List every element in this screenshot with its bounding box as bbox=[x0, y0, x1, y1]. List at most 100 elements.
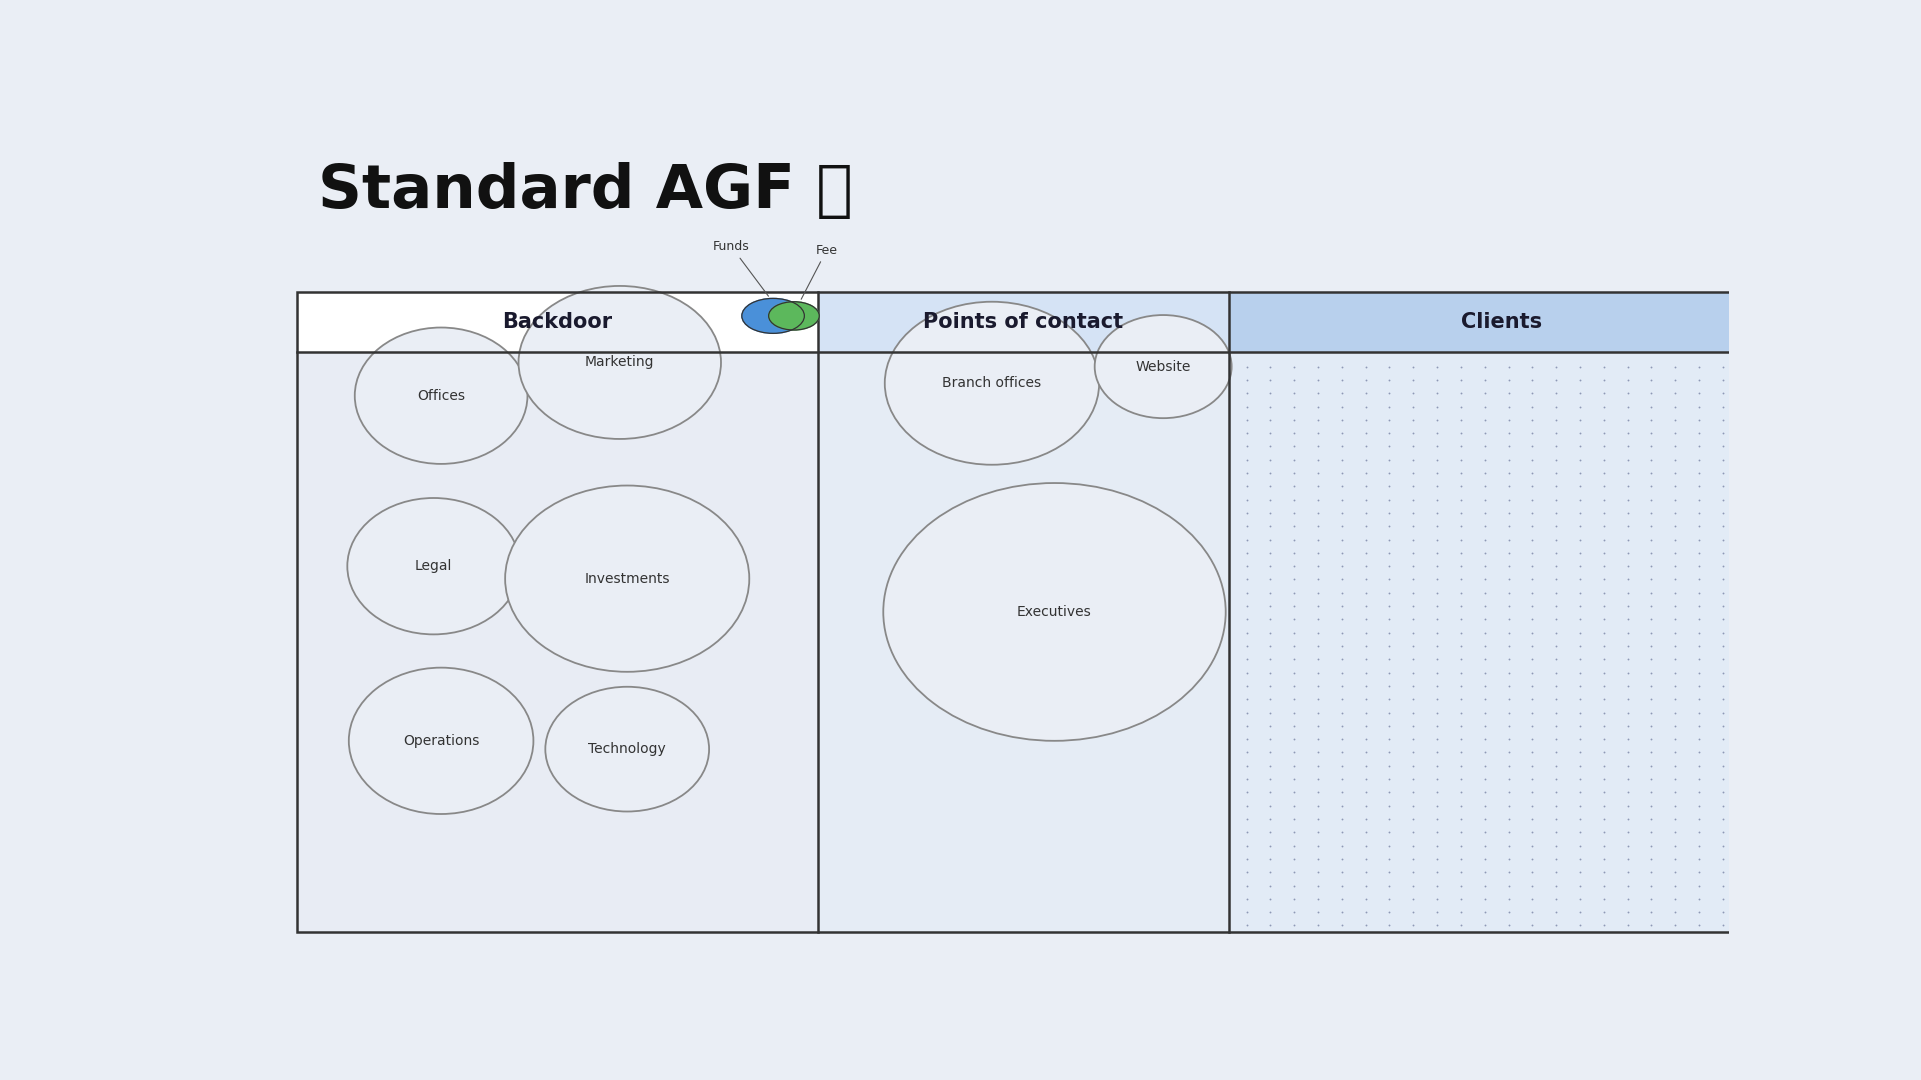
Point bbox=[1327, 757, 1358, 774]
Point bbox=[1327, 504, 1358, 522]
Point bbox=[1660, 464, 1690, 482]
Point bbox=[1708, 717, 1739, 734]
Point bbox=[1279, 384, 1310, 402]
Point bbox=[1254, 664, 1285, 681]
Point bbox=[1660, 890, 1690, 907]
Point bbox=[1231, 557, 1262, 575]
Point bbox=[1518, 877, 1548, 894]
Point bbox=[1731, 411, 1762, 429]
Point bbox=[1685, 611, 1715, 629]
Point bbox=[1731, 744, 1762, 761]
Point bbox=[1541, 397, 1571, 415]
Point bbox=[1541, 770, 1571, 787]
Point bbox=[1731, 717, 1762, 734]
Point bbox=[1302, 677, 1333, 694]
Point bbox=[1566, 491, 1596, 509]
Point bbox=[1398, 784, 1429, 801]
Point bbox=[1398, 837, 1429, 854]
Point bbox=[1350, 491, 1381, 509]
Point bbox=[1470, 744, 1500, 761]
Point bbox=[1374, 877, 1404, 894]
Point bbox=[1660, 571, 1690, 589]
Point bbox=[1422, 824, 1452, 841]
Point bbox=[1708, 850, 1739, 867]
Point bbox=[1398, 677, 1429, 694]
Point bbox=[1612, 571, 1642, 589]
Point bbox=[1660, 624, 1690, 642]
Point bbox=[1493, 397, 1523, 415]
Point bbox=[1708, 757, 1739, 774]
Point bbox=[1731, 850, 1762, 867]
Point bbox=[1493, 357, 1523, 375]
Point bbox=[1422, 624, 1452, 642]
Point bbox=[1731, 424, 1762, 442]
Point bbox=[1566, 464, 1596, 482]
Point bbox=[1302, 357, 1333, 375]
Point bbox=[1422, 584, 1452, 602]
Point bbox=[1302, 717, 1333, 734]
Point bbox=[1493, 384, 1523, 402]
Point bbox=[1589, 797, 1619, 814]
Point bbox=[1518, 477, 1548, 495]
Point bbox=[1518, 864, 1548, 881]
Point bbox=[1518, 770, 1548, 787]
Point bbox=[1231, 357, 1262, 375]
Point bbox=[1279, 704, 1310, 721]
Point bbox=[1589, 464, 1619, 482]
Point bbox=[1708, 464, 1739, 482]
Point bbox=[1398, 531, 1429, 549]
Point bbox=[1231, 424, 1262, 442]
Point bbox=[1708, 837, 1739, 854]
Point bbox=[1350, 571, 1381, 589]
Point bbox=[1612, 437, 1642, 455]
Point bbox=[1327, 611, 1358, 629]
Point bbox=[1327, 850, 1358, 867]
Point bbox=[1541, 877, 1571, 894]
Point bbox=[1731, 810, 1762, 827]
Point bbox=[1422, 517, 1452, 535]
Point bbox=[1612, 770, 1642, 787]
Point bbox=[1518, 637, 1548, 654]
Point bbox=[1279, 677, 1310, 694]
Point bbox=[1708, 411, 1739, 429]
Point bbox=[1374, 837, 1404, 854]
Point bbox=[1327, 624, 1358, 642]
Text: Clients: Clients bbox=[1460, 312, 1543, 332]
Point bbox=[1612, 717, 1642, 734]
Text: Branch offices: Branch offices bbox=[943, 376, 1041, 390]
Point bbox=[1254, 890, 1285, 907]
Point bbox=[1731, 797, 1762, 814]
Point bbox=[1660, 437, 1690, 455]
Point bbox=[1493, 491, 1523, 509]
Point bbox=[1731, 517, 1762, 535]
Point bbox=[1398, 850, 1429, 867]
Point bbox=[1350, 704, 1381, 721]
Point bbox=[1398, 424, 1429, 442]
Point bbox=[1374, 584, 1404, 602]
Point bbox=[1566, 424, 1596, 442]
Point bbox=[1518, 650, 1548, 667]
Point bbox=[1589, 611, 1619, 629]
Point bbox=[1398, 411, 1429, 429]
Point bbox=[1470, 544, 1500, 562]
Point bbox=[1731, 504, 1762, 522]
Point bbox=[1708, 890, 1739, 907]
Point bbox=[1637, 384, 1667, 402]
Point bbox=[1589, 877, 1619, 894]
Point bbox=[1708, 744, 1739, 761]
Point bbox=[1708, 864, 1739, 881]
Point bbox=[1518, 491, 1548, 509]
Point bbox=[1350, 531, 1381, 549]
Point bbox=[1518, 437, 1548, 455]
Point bbox=[1518, 451, 1548, 469]
Point bbox=[1566, 451, 1596, 469]
Point bbox=[1302, 584, 1333, 602]
Point bbox=[1470, 464, 1500, 482]
Point bbox=[1493, 557, 1523, 575]
Point bbox=[1447, 810, 1477, 827]
Point bbox=[1541, 810, 1571, 827]
Point bbox=[1374, 517, 1404, 535]
Point bbox=[1518, 571, 1548, 589]
Point bbox=[1447, 784, 1477, 801]
Point bbox=[1447, 584, 1477, 602]
